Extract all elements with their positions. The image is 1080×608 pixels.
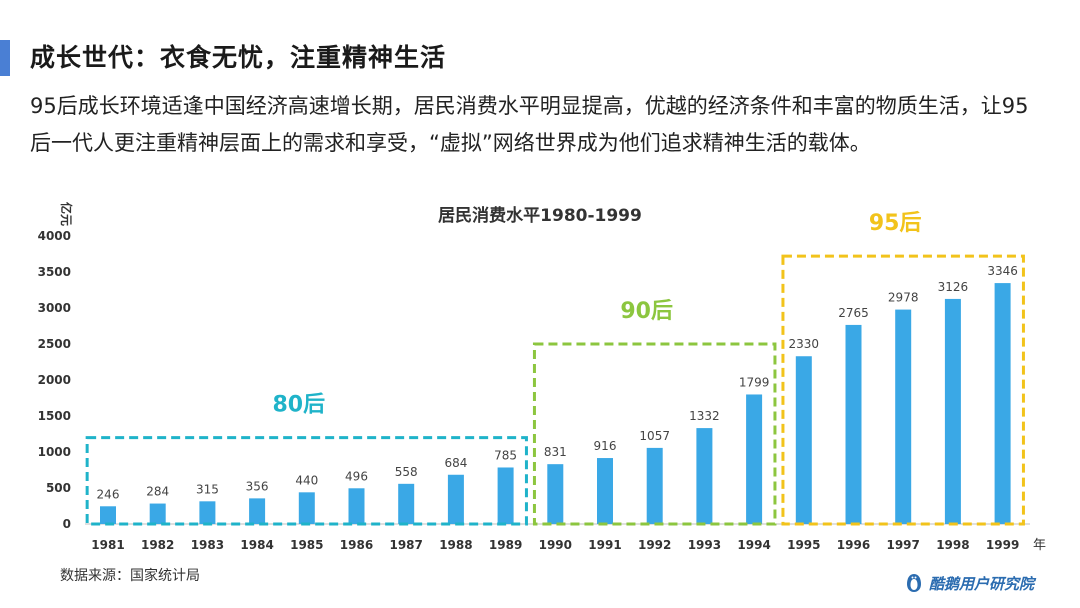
bar — [646, 447, 663, 524]
bar — [149, 503, 166, 524]
x-tick-label: 1981 — [91, 538, 124, 552]
bar — [895, 309, 912, 524]
x-tick-label: 1982 — [141, 538, 174, 552]
y-tick-label: 500 — [46, 481, 71, 495]
x-tick-label: 1988 — [439, 538, 472, 552]
x-tick-label: 1999 — [986, 538, 1019, 552]
x-tick-label: 1995 — [787, 538, 820, 552]
x-tick-label: 1994 — [737, 538, 770, 552]
penguin-logo-icon — [907, 574, 921, 592]
brand-logo: 酷鹅用户研究院 — [903, 572, 1034, 594]
y-tick-label: 2500 — [38, 337, 71, 351]
bar — [795, 356, 812, 524]
data-source-note: 数据来源：国家统计局 — [60, 568, 200, 584]
x-tick-label: 1984 — [240, 538, 273, 552]
y-tick-label: 3000 — [38, 301, 71, 315]
bar-value-label: 785 — [494, 448, 517, 462]
bar-value-label: 2978 — [888, 291, 919, 305]
bar — [597, 458, 613, 524]
y-tick-label: 3500 — [38, 265, 71, 279]
x-tick-label: 1998 — [936, 538, 969, 552]
brand-name: 酷鹅用户研究院 — [929, 574, 1035, 593]
x-tick-label: 1991 — [588, 538, 621, 552]
bar — [199, 501, 216, 524]
generation-group-box — [85, 436, 528, 526]
x-tick-label: 1992 — [638, 538, 671, 552]
bar — [746, 394, 763, 524]
bar-value-label: 916 — [594, 439, 617, 453]
chart-title: 居民消费水平1980-1999 — [438, 205, 642, 226]
y-tick-label: 1500 — [38, 409, 71, 423]
bar-value-label: 3126 — [938, 280, 969, 294]
bar — [497, 467, 514, 524]
bar-value-label: 2330 — [789, 337, 820, 351]
bar — [249, 498, 266, 524]
x-tick-label: 1983 — [191, 538, 224, 552]
bar-value-label: 440 — [295, 473, 318, 487]
bar-value-label: 1332 — [689, 409, 720, 423]
bar-value-label: 356 — [246, 479, 269, 493]
x-tick-label: 1986 — [340, 538, 373, 552]
bar — [547, 464, 564, 524]
bar — [447, 474, 464, 524]
bar-value-label: 1057 — [639, 429, 670, 443]
bar — [348, 488, 365, 524]
bar — [944, 298, 961, 524]
generation-group-box — [532, 342, 777, 526]
bar — [845, 324, 862, 524]
bar — [298, 492, 315, 524]
generation-group-label: 80后 — [272, 393, 325, 418]
y-tick-label: 1000 — [38, 445, 71, 459]
bar-value-label: 684 — [444, 456, 467, 470]
bar-value-label: 558 — [395, 465, 418, 479]
bar-value-label: 315 — [196, 482, 219, 496]
x-tick-label: 1997 — [886, 538, 919, 552]
title-accent-bar — [0, 40, 10, 76]
x-tick-label: 1989 — [489, 538, 522, 552]
bar — [100, 506, 116, 524]
bar-value-label: 246 — [97, 487, 120, 501]
y-tick-label: 4000 — [38, 229, 71, 243]
bar-value-label: 2765 — [838, 306, 869, 320]
y-tick-label: 2000 — [38, 373, 71, 387]
bar-value-label: 496 — [345, 469, 368, 483]
x-tick-label: 1987 — [389, 538, 422, 552]
generation-group-label: 95后 — [869, 211, 922, 236]
bar — [398, 483, 415, 524]
x-tick-label: 1996 — [837, 538, 870, 552]
y-axis-unit: 亿元 — [59, 202, 74, 226]
generation-group-label: 90后 — [620, 299, 673, 324]
bar-value-label: 1799 — [739, 375, 770, 389]
x-tick-label: 1985 — [290, 538, 323, 552]
x-axis-unit: 年 — [1033, 538, 1046, 553]
bar-value-label: 3346 — [987, 264, 1018, 278]
y-tick-label: 0 — [63, 517, 71, 531]
intro-paragraph: 95后成长环境适逢中国经济高速增长期，居民消费水平明显提高，优越的经济条件和丰富… — [30, 94, 1029, 155]
bar — [696, 428, 713, 524]
bar-value-label: 831 — [544, 445, 567, 459]
bar — [994, 283, 1011, 524]
x-tick-label: 1993 — [688, 538, 721, 552]
generation-group-box — [781, 254, 1025, 526]
x-tick-label: 1990 — [539, 538, 572, 552]
bar-value-label: 284 — [146, 485, 169, 499]
page-title: 成长世代：衣食无忧，注重精神生活 — [30, 43, 447, 72]
